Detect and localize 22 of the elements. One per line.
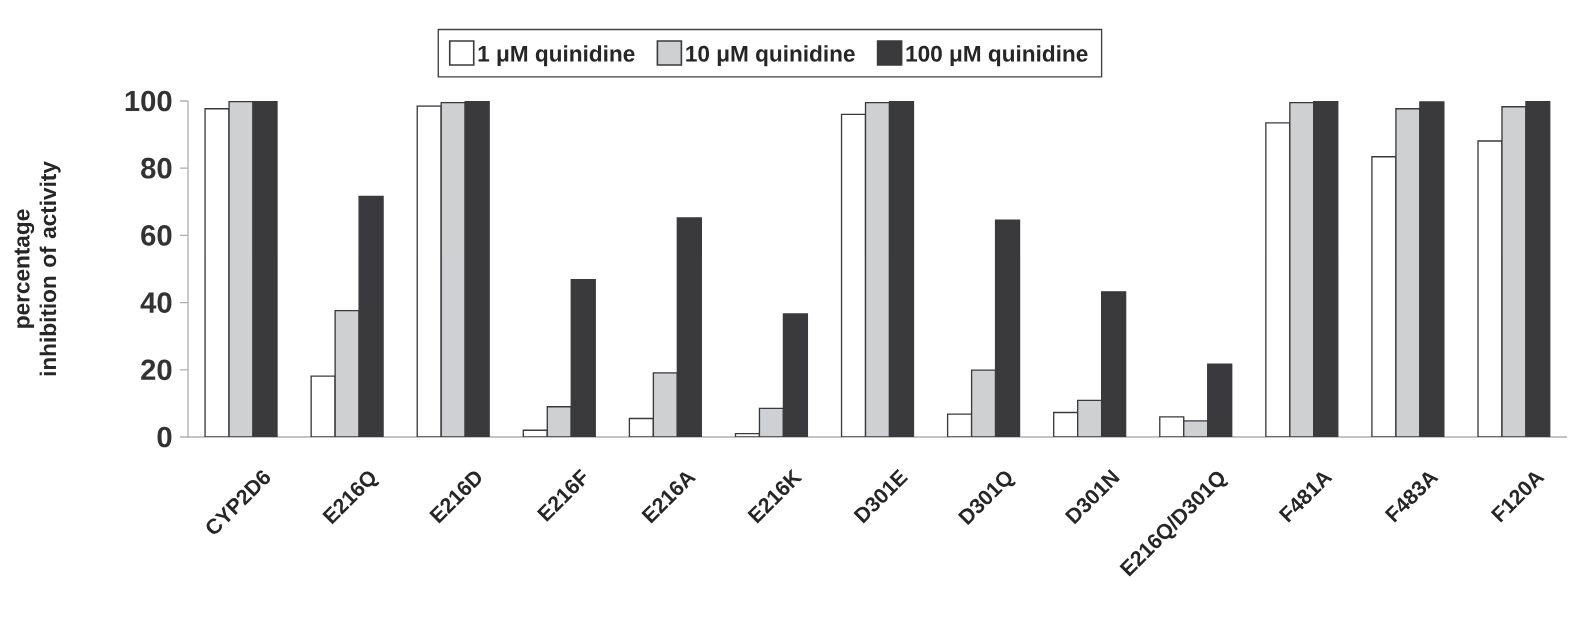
y-tick-label: 40 (140, 292, 172, 313)
y-tick-label: 60 (141, 225, 172, 246)
bar (1501, 106, 1527, 437)
bar (1395, 108, 1421, 437)
y-tick-label: 80 (141, 157, 172, 179)
legend-label: 1 μM quinidine (478, 45, 635, 67)
y-tick-label: 20 (141, 359, 172, 381)
bar (440, 102, 466, 437)
bar (652, 372, 679, 437)
bar (1289, 102, 1315, 437)
y-tick-label: 0 (157, 426, 172, 448)
bar (970, 369, 997, 437)
bar (864, 102, 891, 437)
legend-label: 10 μM quinidine (686, 45, 855, 67)
bar (228, 101, 254, 437)
bar (758, 407, 785, 437)
legend-label: 100 μM quinidine (906, 45, 1088, 67)
y-tick-label: 100 (125, 90, 172, 112)
bar (1077, 399, 1103, 437)
bar (334, 309, 360, 437)
y-axis-title: percentage inhibition of activity (14, 161, 61, 376)
bar (546, 406, 572, 437)
